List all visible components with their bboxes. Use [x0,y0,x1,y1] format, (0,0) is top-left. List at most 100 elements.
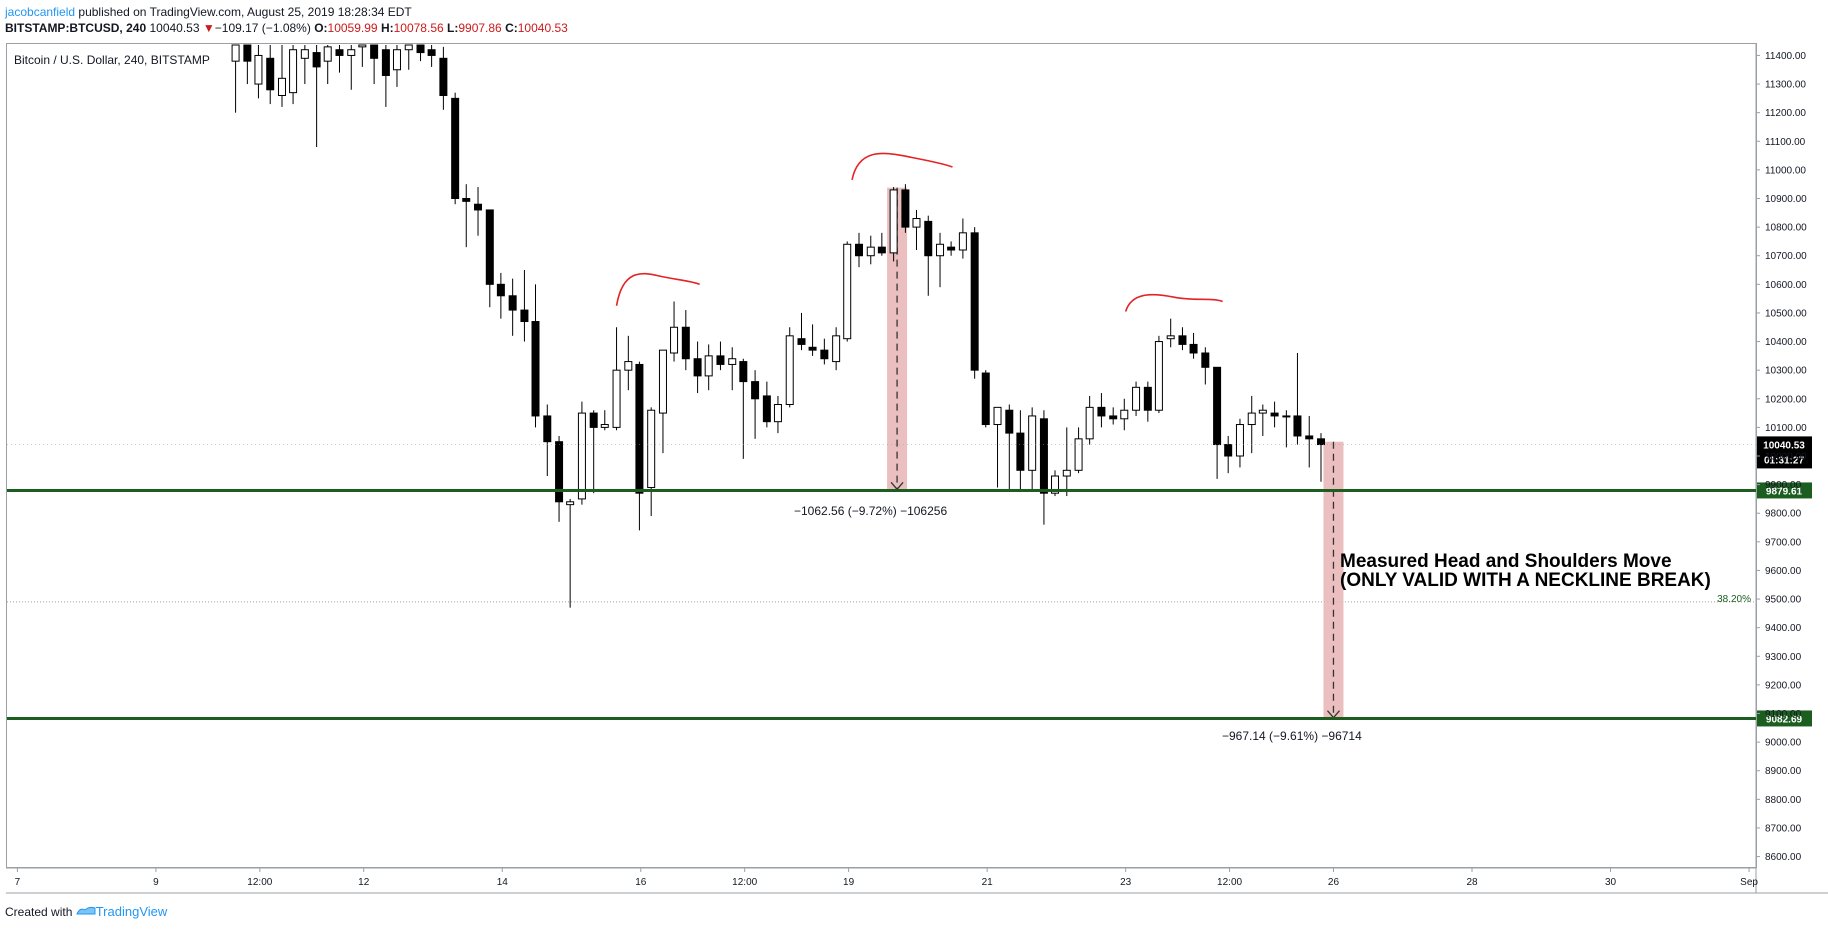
candle-body [1028,415,1037,471]
tradingview-link[interactable]: TradingView [95,904,168,919]
candle-body [600,424,609,428]
candle-body [981,372,990,426]
y-tick-label: 10200.00 [1765,394,1807,405]
arcs-layer [615,152,1223,312]
candle-body [970,232,979,371]
y-tick-label: 10100.00 [1765,423,1807,434]
candle-body [912,218,921,228]
low-value: 9907.86 [458,21,502,35]
candle-body [531,321,540,417]
x-tick-label: 9 [153,877,159,888]
candle-body [462,198,471,202]
y-tick-label: 8900.00 [1765,766,1802,777]
candle-body [439,57,448,96]
candle-body [1293,415,1302,437]
candle-body [658,349,667,414]
measure-1-zone [887,187,908,491]
candle-body [751,381,760,400]
close-value: 10040.53 [517,21,568,35]
last-price-text: 10040.53 [149,21,200,35]
candle-body [681,326,690,360]
y-tick-label: 8700.00 [1765,823,1802,834]
change-text: −109.17 (−1.08%) [214,21,311,35]
candle-body [785,335,794,406]
x-tick-label: 12:00 [732,877,757,888]
candle-body [381,49,390,76]
candle-body [728,358,737,365]
candle-body [1109,415,1118,420]
x-tick-label: 14 [497,877,509,888]
candle-body [300,49,309,59]
candle-body [889,189,898,254]
candle-body [1016,432,1025,471]
candle-body [716,355,725,365]
candle-body [1235,424,1244,457]
y-tick-label: 10300.00 [1765,366,1807,377]
candle-body [427,49,436,56]
y-tick-label: 9400.00 [1765,623,1802,634]
y-tick-label: 11000.00 [1765,165,1806,176]
candle-body [1166,335,1175,340]
candle-body [577,412,586,500]
candle-body [474,203,483,211]
candle-body [808,346,817,351]
candle-body [1258,409,1267,414]
candle-body [404,44,413,51]
pattern-arc-3 [1124,293,1223,312]
candle-body [1097,406,1106,417]
candle-body [266,57,275,91]
candle-body [877,246,886,254]
y-tick-label: 9100.00 [1765,709,1802,720]
y-tick-label: 10600.00 [1765,280,1807,291]
candle-body [1005,409,1014,434]
candle-body [1154,341,1163,411]
candle-body [854,243,863,257]
y-tick-label: 10900.00 [1765,194,1807,205]
candle-body [277,77,286,97]
chart-title: Bitcoin / U.S. Dollar, 240, BITSTAMP [14,53,210,67]
candle-body [231,44,240,62]
candle-body [451,97,460,199]
candle-body [335,49,344,56]
levels-layer: 9879.61 9082.69 10040.53 01:31:27 [7,436,1812,727]
level-label-bg [1757,482,1812,499]
candle-body [958,232,967,251]
candles-layer [231,44,1326,608]
down-arrow-icon: ▼ [202,21,215,35]
candle-body [1051,475,1060,494]
candle-body [739,361,748,383]
x-tick-label: 21 [982,877,994,888]
candle-body [289,49,298,94]
y-tick-label: 9700.00 [1765,537,1802,548]
chart-frame [6,43,1757,868]
created-with-text: Created with [5,905,73,919]
candle-body [624,361,633,371]
candle-body [1224,444,1233,457]
x-tick-label: 12:00 [247,877,272,888]
price-axis[interactable]: 11400.00 11300.00 11200.00 11100.00 11000.00… [1756,51,1807,863]
candle-body [323,46,332,62]
candle-body [1189,343,1198,354]
countdown-timer: 01:31:27 [1764,455,1804,466]
time-axis[interactable]: 7 9 12:00 12 14 16 12:00 19 21 23 12:00 26 28 30 Sep [15,868,1759,888]
candle-body [612,369,621,428]
chart-header: jacobcanfield published on TradingView.c… [5,4,568,36]
candle-body [843,243,852,340]
author-link[interactable]: jacobcanfield [5,5,76,19]
y-tick-label: 11400.00 [1765,51,1806,62]
tradingview-logo-icon [75,906,96,915]
candle-body [312,52,321,68]
y-tick-label: 9600.00 [1765,566,1802,577]
candle-body [358,44,367,48]
candle-body [254,54,263,85]
level-label-bg [1757,710,1812,727]
y-tick-label: 8800.00 [1765,795,1802,806]
symbol-label: BITSTAMP:BTCUSD, 240 [5,21,147,35]
candle-body [347,49,356,56]
candle-body [762,395,771,423]
ohlc-line: BITSTAMP:BTCUSD, 240 10040.53 ▼−109.17 (… [5,20,568,36]
candle-body [1305,435,1314,440]
y-tick-label: 10400.00 [1765,337,1807,348]
pattern-arc-2 [851,152,953,181]
